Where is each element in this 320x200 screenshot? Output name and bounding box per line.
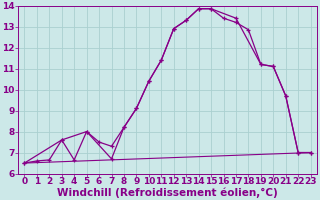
X-axis label: Windchill (Refroidissement éolien,°C): Windchill (Refroidissement éolien,°C): [57, 187, 278, 198]
